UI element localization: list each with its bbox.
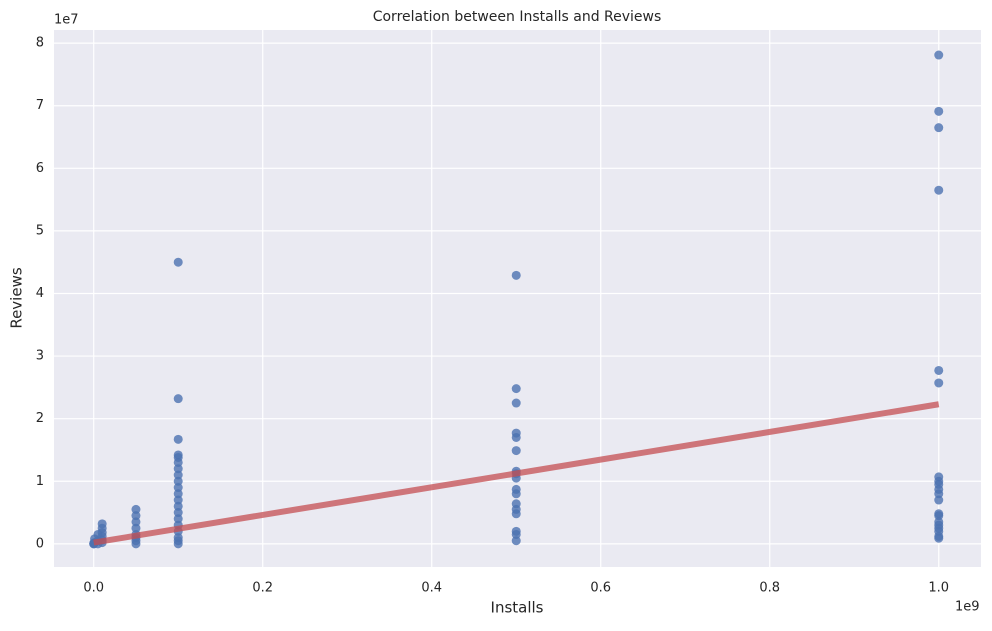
- scatter-point: [131, 539, 141, 549]
- scatter-point: [131, 523, 141, 533]
- scatter-point: [934, 511, 944, 521]
- x-axis-label: Installs: [491, 599, 544, 617]
- regression-line: [93, 401, 940, 546]
- scatter-point: [934, 489, 944, 499]
- y-tick-label: 1: [36, 474, 44, 489]
- y-tick-label: 3: [36, 349, 44, 364]
- y-tick-label: 4: [36, 286, 44, 301]
- scatter-point: [511, 398, 521, 408]
- y-offset-label: 1e7: [54, 13, 79, 28]
- scatter-point: [131, 511, 141, 521]
- x-tick-label: 1.0: [928, 581, 949, 596]
- x-tick-label: 0.8: [759, 581, 780, 596]
- scatter-point: [511, 270, 521, 280]
- y-tick-label: 7: [36, 98, 44, 113]
- x-tick-label: 0.0: [83, 581, 104, 596]
- y-tick-label: 2: [36, 411, 44, 426]
- scatter-point: [934, 123, 944, 133]
- scatter-point: [934, 50, 944, 60]
- scatter-point: [173, 464, 183, 474]
- scatter-point: [511, 384, 521, 394]
- scatter-point: [934, 495, 944, 505]
- x-offset-label: 1e9: [955, 600, 980, 615]
- scatter-point: [173, 470, 183, 480]
- scatter-point: [173, 476, 183, 486]
- scatter-point: [173, 457, 183, 467]
- scatter-point: [511, 536, 521, 546]
- scatter-point: [511, 509, 521, 519]
- scatter-point: [511, 529, 521, 539]
- scatter-point: [173, 394, 183, 404]
- scatter-point: [511, 432, 521, 442]
- scatter-point: [173, 483, 183, 493]
- scatter-point: [511, 446, 521, 456]
- scatter-point: [934, 106, 944, 116]
- x-tick-label: 0.2: [252, 581, 273, 596]
- x-tick-label: 0.4: [421, 581, 442, 596]
- y-tick-label: 0: [36, 536, 44, 551]
- scatter-point: [934, 533, 944, 543]
- scatter-point: [173, 514, 183, 524]
- scatter-point: [173, 495, 183, 505]
- y-axis-label: Reviews: [8, 267, 26, 329]
- scatter-point: [173, 539, 183, 549]
- y-tick-label: 6: [36, 161, 44, 176]
- scatter-point: [934, 378, 944, 388]
- scatter-point: [173, 489, 183, 499]
- y-tick-label: 5: [36, 223, 44, 238]
- scatter-point: [173, 434, 183, 444]
- chart-title: Correlation between Installs and Reviews: [373, 9, 662, 25]
- y-tick-label: 8: [36, 36, 44, 51]
- scatter-point: [131, 517, 141, 527]
- scatter-point: [173, 508, 183, 518]
- scatter-point: [131, 504, 141, 514]
- scatter-point: [173, 257, 183, 267]
- scatter-point: [173, 501, 183, 511]
- scatter-point: [934, 185, 944, 195]
- scatter-point: [511, 489, 521, 499]
- x-tick-label: 0.6: [590, 581, 611, 596]
- scatter-point: [934, 365, 944, 375]
